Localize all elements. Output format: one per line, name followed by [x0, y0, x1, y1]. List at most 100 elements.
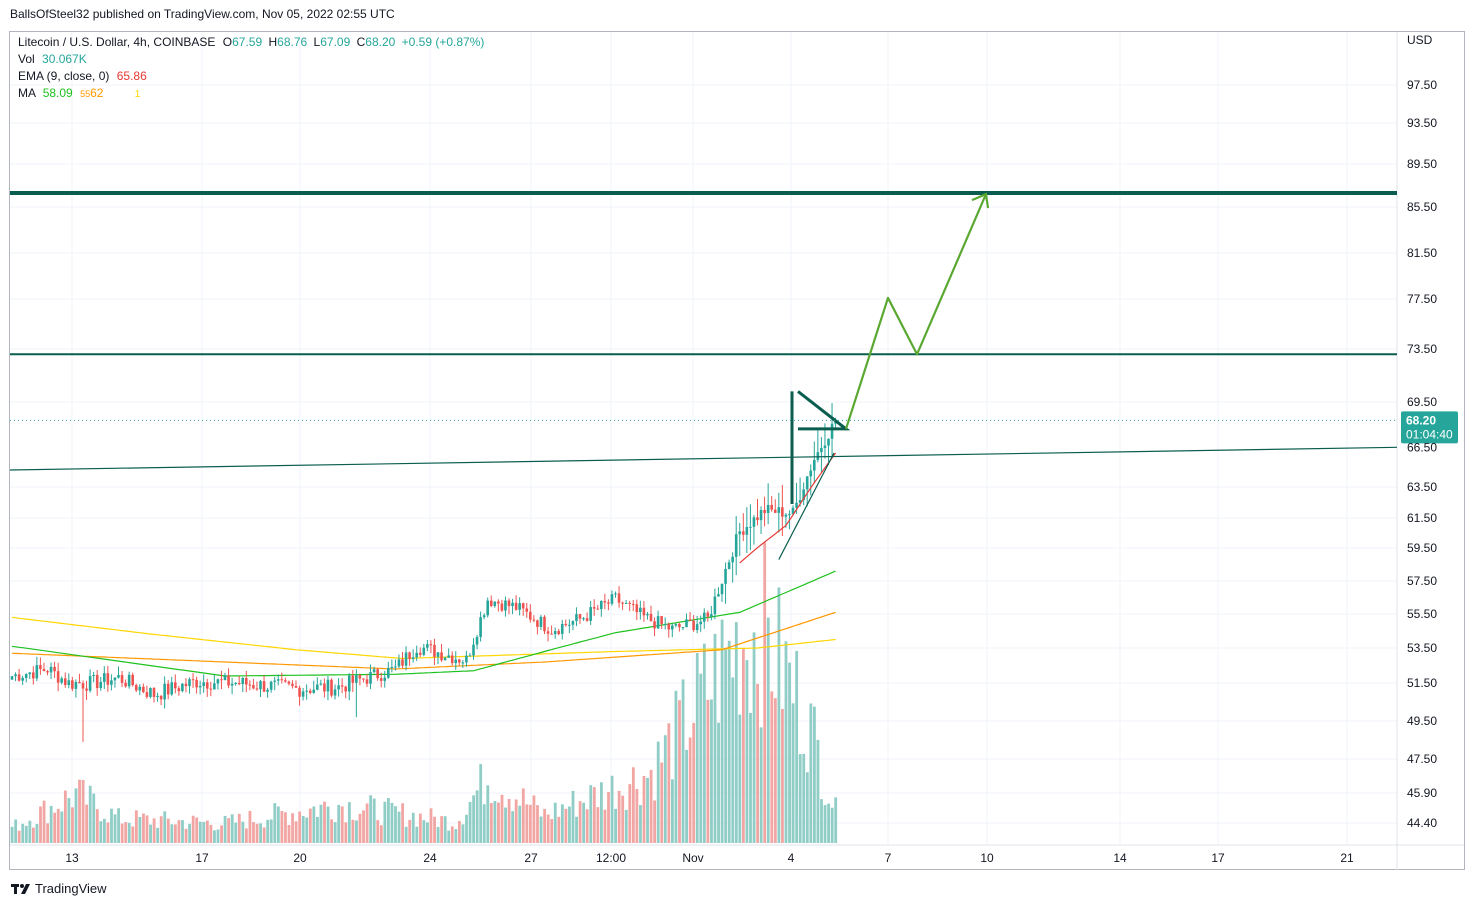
time-axis-label: 20: [293, 851, 307, 865]
price-axis-tick: 55.50: [1407, 607, 1437, 621]
projection-path: [844, 193, 988, 430]
candle-body: [305, 690, 308, 692]
volume-bar: [802, 753, 806, 843]
candle-body: [578, 614, 582, 619]
candle-body: [269, 681, 273, 690]
legend-ema-label[interactable]: EMA (9, close, 0): [18, 69, 110, 83]
candle-body: [78, 682, 81, 684]
author-name[interactable]: BallsOfSteel32: [10, 7, 90, 21]
candle-body: [362, 678, 365, 680]
volume-bar: [631, 767, 635, 843]
volume-bar: [614, 808, 617, 843]
volume-bar: [440, 816, 444, 843]
volume-bar: [213, 830, 216, 843]
price-axis-tick: 57.50: [1407, 574, 1437, 588]
time-axis-label: 10: [980, 851, 994, 865]
price-axis-tick: 97.50: [1407, 78, 1437, 92]
candle-body: [731, 556, 734, 563]
legend-ma2-value: 62: [90, 86, 104, 100]
candle-body: [461, 662, 465, 664]
candle-body: [692, 620, 695, 631]
volume-bar: [465, 814, 468, 843]
candle-body: [525, 608, 529, 612]
candle-body: [28, 672, 32, 675]
tradingview-logo[interactable]: TradingView: [11, 881, 107, 896]
volume-bar: [458, 821, 461, 843]
volume-bar: [830, 807, 834, 843]
price-axis-tick: 77.50: [1407, 292, 1437, 306]
volume-bar: [649, 769, 653, 843]
volume-bar: [259, 823, 262, 843]
candle-body: [702, 612, 706, 622]
candle-body: [397, 659, 401, 667]
volume-bar: [188, 823, 191, 843]
legend-vol-label[interactable]: Vol: [18, 52, 35, 66]
projection-arrowhead: [971, 192, 990, 209]
volume-bar: [422, 820, 426, 843]
volume-bar: [301, 816, 305, 843]
time-axis-label: 7: [885, 851, 892, 865]
candle-body: [113, 677, 117, 681]
candle-body: [32, 672, 35, 679]
candle-body: [411, 657, 415, 660]
candle-body: [188, 679, 191, 687]
candle-body: [159, 695, 163, 700]
price-axis-tick: 63.50: [1407, 480, 1437, 494]
volume-bar: [511, 811, 515, 843]
volume-bar: [550, 819, 554, 843]
candle-body: [678, 623, 681, 628]
candle-body: [383, 677, 387, 681]
candle-body: [521, 603, 525, 609]
candle-body: [333, 689, 337, 696]
legend-ma2-prefix: 55: [80, 89, 91, 99]
volume-bar: [553, 802, 557, 843]
candle-body: [195, 679, 198, 688]
candle-body: [245, 677, 248, 685]
volume-bar: [131, 826, 135, 843]
candle-body: [507, 600, 511, 607]
candle-body: [21, 677, 24, 681]
volume-bar: [305, 817, 309, 843]
volume-bar: [117, 808, 120, 843]
volume-bar: [394, 806, 397, 843]
candle-body: [138, 686, 142, 691]
volume-bar: [592, 787, 596, 843]
volume-bar: [230, 814, 234, 843]
volume-bar: [408, 819, 412, 843]
candle-body: [174, 682, 177, 689]
candle-body: [184, 683, 188, 687]
legend-close-label: C: [356, 35, 366, 49]
volume-bar: [738, 714, 742, 843]
candle-body: [85, 688, 88, 691]
volume-bar: [646, 777, 649, 843]
volume-bar: [326, 806, 330, 843]
candle-body: [379, 678, 383, 681]
volume-bar: [74, 788, 78, 843]
published-text: published on TradingView.com, Nov 05, 20…: [92, 7, 395, 21]
volume-bar: [241, 821, 245, 843]
volume-bar: [663, 735, 667, 843]
candle-body: [67, 680, 71, 685]
volume-bar: [216, 829, 220, 843]
candle-body: [103, 673, 106, 682]
volume-bar: [436, 826, 440, 843]
volume-bar: [223, 815, 227, 843]
candle-body: [202, 682, 205, 686]
candle-body: [369, 672, 372, 684]
volume-bar: [252, 822, 255, 843]
volume-bar: [245, 828, 248, 843]
candle-body: [660, 616, 663, 624]
candle-body: [308, 690, 312, 693]
volume-bar: [607, 792, 610, 843]
pennant-shape: [797, 390, 851, 431]
volume-bar: [564, 808, 568, 843]
candle-body: [347, 675, 351, 692]
volume-bar: [678, 700, 681, 843]
volume-bar: [500, 794, 504, 843]
legend-ma-label[interactable]: MA: [18, 86, 36, 100]
legend-symbol[interactable]: Litecoin / U.S. Dollar, 4h, COINBASE: [18, 35, 216, 49]
candle-body: [24, 674, 28, 678]
volume-bar: [532, 795, 536, 843]
candle-body: [745, 526, 749, 535]
